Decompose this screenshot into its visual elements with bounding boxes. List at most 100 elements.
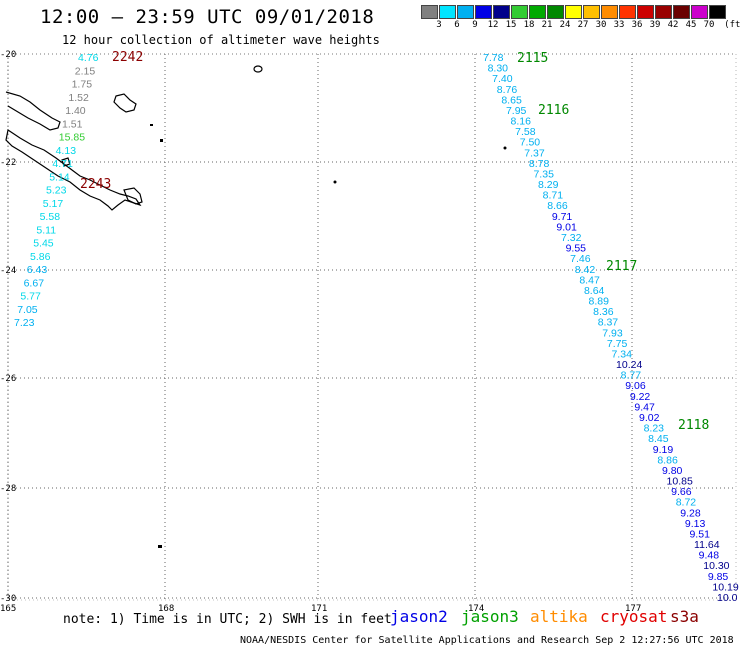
legend-swatch bbox=[547, 5, 564, 19]
lon-label: 171 bbox=[311, 604, 327, 614]
wave-height-value: 10.19 bbox=[712, 581, 738, 593]
wave-height-value: 7.46 bbox=[570, 253, 591, 265]
wave-height-value: 7.95 bbox=[506, 105, 527, 117]
wave-height-value: 7.35 bbox=[533, 168, 554, 180]
legend-swatch bbox=[673, 5, 690, 19]
wave-height-value: 8.71 bbox=[543, 190, 564, 202]
wave-height-value: 9.22 bbox=[630, 391, 651, 403]
wave-height-value: 9.71 bbox=[552, 211, 573, 223]
wave-height-value: 5.86 bbox=[30, 251, 51, 263]
lat-label: -24 bbox=[0, 266, 16, 276]
wave-height-value: 7.78 bbox=[483, 52, 504, 64]
legend-label: 42 bbox=[667, 20, 679, 30]
wave-height-value: 1.52 bbox=[68, 92, 89, 104]
islet-dot-5 bbox=[150, 124, 153, 126]
legend-label: 24 bbox=[559, 20, 571, 30]
lat-label: -22 bbox=[0, 158, 16, 168]
wave-height-value: 8.23 bbox=[644, 423, 665, 435]
wave-height-value: 9.28 bbox=[680, 507, 701, 519]
lat-label: -26 bbox=[0, 374, 16, 384]
legend-swatch bbox=[691, 5, 708, 19]
satellite-jason2: jason2 bbox=[390, 607, 448, 626]
legend-label: 15 bbox=[505, 20, 517, 30]
lon-label: 174 bbox=[468, 604, 484, 614]
wave-height-value: 7.93 bbox=[602, 327, 623, 339]
wave-height-value: 9.19 bbox=[653, 444, 674, 456]
legend-label: 70 bbox=[703, 20, 715, 30]
wave-height-value: 8.30 bbox=[488, 63, 509, 75]
wave-height-value: 9.06 bbox=[625, 380, 646, 392]
wave-height-value: 8.29 bbox=[538, 179, 559, 191]
lat-label: -20 bbox=[0, 50, 16, 60]
wave-height-value: 8.47 bbox=[579, 274, 600, 286]
wave-height-value: 7.50 bbox=[520, 137, 541, 149]
legend-label: 9 bbox=[472, 20, 478, 30]
wave-height-value: 8.78 bbox=[529, 158, 550, 170]
islet-dot-3 bbox=[158, 545, 162, 548]
lon-label: 177 bbox=[625, 604, 641, 614]
legend-swatch bbox=[475, 5, 492, 19]
wave-height-value: 10.85 bbox=[667, 476, 693, 488]
wave-height-value: 8.86 bbox=[657, 454, 678, 466]
wave-height-value: 5.23 bbox=[46, 185, 67, 197]
legend-label: 36 bbox=[631, 20, 643, 30]
wave-height-value: 1.51 bbox=[62, 118, 83, 130]
wave-height-value: 7.34 bbox=[611, 348, 632, 360]
legend-swatch bbox=[619, 5, 636, 19]
pass-time-label: 2116 bbox=[538, 103, 569, 118]
wave-height-value: 5.45 bbox=[33, 238, 54, 250]
wave-height-value: 1.40 bbox=[65, 105, 86, 117]
small-reef-1 bbox=[61, 157, 71, 167]
wave-height-value: 4.71 bbox=[52, 158, 73, 170]
lat-label: -28 bbox=[0, 484, 16, 494]
wave-height-value: 7.37 bbox=[524, 147, 545, 159]
legend-swatch bbox=[493, 5, 510, 19]
satellite-jason3: jason3 bbox=[461, 607, 519, 626]
legend-label: 33 bbox=[613, 20, 625, 30]
lon-label: 168 bbox=[158, 604, 174, 614]
lat-label: -30 bbox=[0, 594, 16, 604]
legend-swatch bbox=[637, 5, 654, 19]
wave-height-value: 4.13 bbox=[56, 145, 77, 157]
legend-swatch bbox=[457, 5, 474, 19]
wave-height-value: 8.16 bbox=[511, 116, 532, 128]
walpole-islet bbox=[253, 65, 263, 73]
map-subtitle: 12 hour collection of altimeter wave hei… bbox=[62, 33, 380, 47]
wave-height-value: 8.65 bbox=[501, 94, 522, 106]
legend-swatch bbox=[709, 5, 726, 19]
pass-time-label: 2242 bbox=[112, 50, 143, 65]
legend-label: 30 bbox=[595, 20, 607, 30]
legend-swatch bbox=[601, 5, 618, 19]
wave-height-value: 8.76 bbox=[497, 84, 518, 96]
wave-height-value: 9.80 bbox=[662, 465, 683, 477]
wave-height-value: 9.48 bbox=[699, 550, 720, 562]
legend-swatch bbox=[511, 5, 528, 19]
wave-height-value: 5.14 bbox=[49, 171, 70, 183]
legend-label: 45 bbox=[685, 20, 697, 30]
wave-height-value: 9.13 bbox=[685, 518, 706, 530]
west-coast-fragment bbox=[5, 91, 61, 131]
wave-height-value: 1.75 bbox=[72, 79, 93, 91]
satellite-s3a: s3a bbox=[670, 607, 699, 626]
map-title: 12:00 – 23:59 UTC 09/01/2018 bbox=[40, 6, 375, 28]
wave-height-value: 9.01 bbox=[556, 221, 577, 233]
wave-height-value: 9.55 bbox=[566, 243, 587, 255]
wave-height-value: 4.76 bbox=[78, 52, 99, 64]
legend-label: 18 bbox=[523, 20, 535, 30]
wave-height-value: 10.0 bbox=[717, 592, 738, 604]
pass-labels: 2242 2243 2115 2116 2117 2118 bbox=[80, 50, 709, 433]
wave-height-value: 8.66 bbox=[547, 200, 568, 212]
legend-label: (ft) bbox=[724, 20, 740, 30]
wave-height-value: 8.64 bbox=[584, 285, 605, 297]
wave-height-value: 8.42 bbox=[575, 264, 596, 276]
wave-height-value: 8.36 bbox=[593, 306, 614, 318]
wave-height-value: 10.24 bbox=[616, 359, 642, 371]
legend-swatch bbox=[421, 5, 438, 19]
wave-height-value: 8.89 bbox=[589, 296, 610, 308]
map-grid bbox=[7, 53, 737, 601]
legend-label: 3 bbox=[436, 20, 442, 30]
pass-time-label: 2118 bbox=[678, 418, 709, 433]
